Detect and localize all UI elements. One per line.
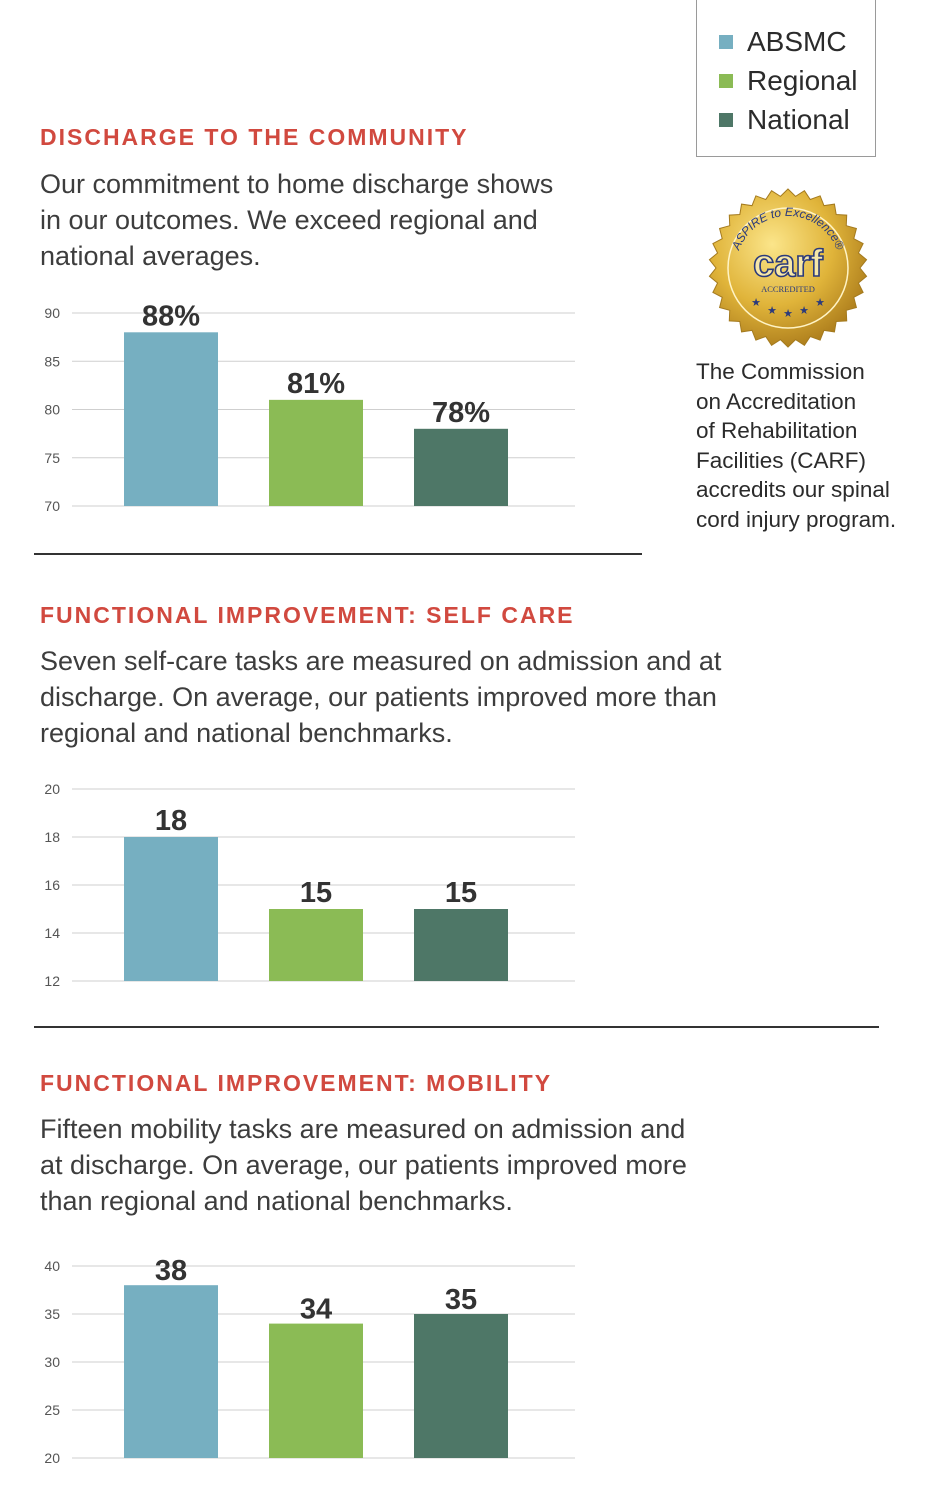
bar-national: [414, 909, 508, 981]
seal-inner-ring: [727, 207, 849, 329]
y-tick-label: 70: [44, 498, 60, 514]
svg-text:★: ★: [815, 297, 825, 309]
seal-logo-text: carf: [753, 243, 823, 285]
data-label: 78%: [432, 397, 490, 429]
carf-seal: ASPIRE to Excellence® carf ACCREDITED ★ …: [708, 188, 868, 348]
chart-discharge: 70 75 80 85 90 88% 81% 78%: [44, 300, 575, 514]
bar-national: [414, 428, 508, 506]
y-tick-label: 30: [44, 1354, 60, 1370]
carf-description: The Commission on Accreditation of Rehab…: [696, 357, 931, 535]
y-tick-label: 85: [44, 353, 60, 369]
bar-national: [414, 1314, 508, 1458]
data-label: 81%: [287, 368, 345, 400]
bar-regional: [269, 909, 363, 981]
legend-label-national: National: [747, 103, 850, 135]
chart-legend: ABSMC Regional National: [696, 0, 876, 157]
carf-line: of Rehabilitation: [696, 418, 858, 444]
desc-line: in our outcomes. We exceed regional and: [40, 205, 538, 235]
section-desc-self-care: Seven self-care tasks are measured on ad…: [40, 643, 721, 751]
y-tick-label: 25: [44, 1402, 60, 1418]
section-divider: [34, 1026, 879, 1028]
svg-text:★: ★: [751, 297, 761, 309]
seal-stars: ★ ★ ★ ★ ★: [751, 297, 825, 320]
desc-line: Seven self-care tasks are measured on ad…: [40, 646, 722, 676]
desc-line: regional and national benchmarks.: [40, 718, 453, 748]
data-label: 38: [155, 1255, 187, 1287]
desc-line: national averages.: [40, 241, 261, 271]
legend-item-absmc: ABSMC: [697, 22, 875, 61]
y-tick-label: 35: [44, 1306, 60, 1322]
legend-label-regional: Regional: [747, 64, 858, 96]
data-label: 88%: [142, 300, 200, 332]
legend-swatch-national: [719, 112, 733, 127]
y-tick-label: 12: [44, 973, 60, 989]
legend-item-regional: Regional: [697, 61, 875, 100]
svg-text:★: ★: [783, 308, 793, 320]
desc-line: at discharge. On average, our patients i…: [40, 1150, 687, 1180]
data-label: 18: [155, 805, 187, 837]
desc-line: Fifteen mobility tasks are measured on a…: [40, 1114, 686, 1144]
y-tick-label: 40: [44, 1258, 60, 1274]
bar-regional: [269, 399, 363, 506]
y-tick-label: 14: [44, 925, 60, 941]
section-title-discharge: DISCHARGE TO THE COMMUNITY: [40, 124, 469, 150]
seal-accredited-text: ACCREDITED: [761, 284, 815, 294]
legend-item-national: National: [697, 100, 875, 139]
svg-text:★: ★: [799, 305, 809, 317]
chart-self-care: 12 14 16 18 20 18 15 15: [44, 781, 575, 989]
carf-line: on Accreditation: [696, 388, 857, 414]
carf-line: The Commission: [696, 359, 865, 384]
desc-line: Our commitment to home discharge shows: [40, 169, 554, 199]
seal-rim: [708, 188, 868, 348]
carf-line: cord injury program.: [696, 506, 897, 532]
carf-line: Facilities (CARF): [696, 447, 867, 473]
y-tick-label: 20: [44, 781, 60, 797]
bar-absmc: [124, 332, 218, 506]
y-tick-label: 80: [44, 402, 60, 418]
section-title-self-care: FUNCTIONAL IMPROVEMENT: SELF CARE: [40, 602, 575, 628]
legend-swatch-absmc: [719, 34, 733, 49]
data-label: 15: [445, 877, 477, 909]
svg-text:★: ★: [767, 305, 777, 317]
data-label: 15: [300, 877, 332, 909]
y-tick-label: 18: [44, 829, 60, 845]
bar-absmc: [124, 1285, 218, 1458]
data-label: 35: [445, 1284, 477, 1316]
y-tick-label: 75: [44, 450, 60, 466]
legend-label-absmc: ABSMC: [747, 25, 847, 57]
y-tick-label: 16: [44, 877, 60, 893]
chart-mobility: 20 25 30 35 40 38 34 35: [44, 1255, 575, 1466]
section-desc-discharge: Our commitment to home discharge shows i…: [40, 166, 553, 274]
y-tick-label: 20: [44, 1450, 60, 1466]
desc-line: than regional and national benchmarks.: [40, 1186, 513, 1216]
section-title-mobility: FUNCTIONAL IMPROVEMENT: MOBILITY: [40, 1070, 553, 1096]
bar-regional: [269, 1323, 363, 1458]
carf-line: accredits our spinal: [696, 477, 890, 503]
section-desc-mobility: Fifteen mobility tasks are measured on a…: [40, 1111, 687, 1219]
data-label: 34: [300, 1294, 332, 1326]
bar-absmc: [124, 837, 218, 981]
legend-swatch-regional: [719, 73, 733, 88]
section-divider: [34, 553, 642, 555]
desc-line: discharge. On average, our patients impr…: [40, 682, 717, 712]
y-tick-label: 90: [44, 305, 60, 321]
